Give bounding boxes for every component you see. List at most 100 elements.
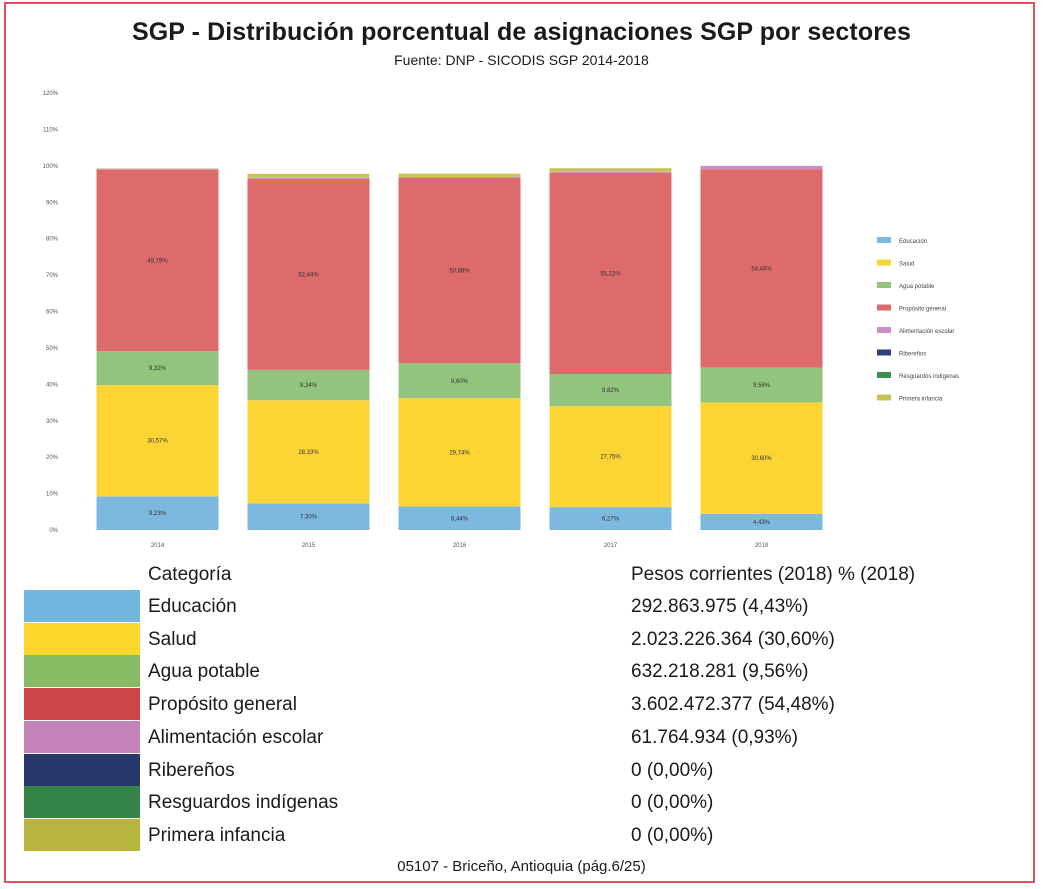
legend-swatch — [877, 282, 891, 288]
data-label: 6,44% — [451, 516, 469, 522]
bar-segment — [700, 165, 823, 170]
bar-segment — [549, 171, 672, 173]
bar-segment — [96, 168, 219, 169]
legend-label: Alimentación escolar — [899, 329, 954, 335]
bar-segment — [96, 169, 219, 352]
category-color-swatch — [24, 688, 140, 721]
category-value: 292.863.975 (4,43%) — [631, 596, 809, 617]
table-row: Ribereños 0 (0,00%) — [0, 753, 1043, 786]
table-header-values: Pesos corrientes (2018) % (2018) — [631, 564, 916, 585]
bar-segment — [398, 398, 521, 507]
table-row: Agua potable 632.218.281 (9,56%) — [0, 655, 1043, 688]
bar-segment — [549, 507, 672, 530]
chart-title: SGP - Distribución porcentual de asignac… — [131, 18, 912, 46]
y-tick-label: 0% — [49, 528, 58, 534]
data-label: 8,82% — [602, 388, 620, 394]
table-row: Salud 2.023.226.364 (30,60%) — [0, 622, 1043, 655]
category-value: 0 (0,00%) — [631, 759, 714, 781]
category-value: 61.764.934 (0,93%) — [631, 726, 798, 748]
category-name: Propósito general — [148, 694, 297, 716]
legend-label: Educación — [899, 239, 927, 245]
bar-segment — [398, 177, 521, 364]
data-label: 54,48% — [751, 266, 772, 272]
data-label: 28,33% — [298, 450, 319, 456]
legend-label: Ribereños — [899, 352, 926, 358]
table-row: Primera infancia 0 (0,00%) — [0, 818, 1043, 851]
bar-segment — [549, 373, 672, 407]
data-label: 4,43% — [753, 520, 771, 526]
data-label: 9,56% — [753, 383, 771, 389]
page-frame — [4, 2, 1035, 883]
category-value: 632.218.281 (9,56%) — [631, 661, 809, 683]
bar-segment — [549, 168, 672, 172]
category-color-swatch — [24, 655, 140, 688]
data-label: 30,60% — [751, 456, 772, 462]
y-tick-label: 110% — [43, 127, 59, 133]
stacked-bar-chart: 0% 10% 20% 30% 40% 50% 60% 70% 80% 90% 100% 110% 120… — [43, 91, 959, 549]
table-header-category: Categoría — [148, 564, 232, 585]
bar-segment — [247, 178, 370, 370]
y-tick-label: 40% — [46, 382, 59, 388]
bar-segment — [247, 173, 370, 178]
legend-label: Primera infancia — [899, 397, 943, 403]
legend-label: Salud — [899, 262, 914, 268]
bar-segment — [549, 406, 672, 508]
table-row: Propósito general 3.602.472.377 (54,48%) — [0, 688, 1043, 721]
x-tick-label: 2015 — [302, 543, 316, 549]
data-label: 50,88% — [449, 269, 470, 275]
data-label: 9,23% — [149, 511, 167, 517]
chart-subtitle: Fuente: DNP - SICODIS SGP 2014-2018 — [394, 52, 649, 68]
y-tick-label: 20% — [46, 455, 59, 461]
category-name: Educación — [148, 596, 237, 617]
legend-label: Resguardos indígenas — [899, 374, 959, 380]
y-tick-label: 50% — [46, 346, 59, 352]
category-value: 0 (0,00%) — [631, 792, 714, 814]
bar-segment — [700, 513, 823, 530]
category-name: Salud — [148, 628, 197, 650]
bar-segment — [549, 172, 672, 374]
bar-segment — [96, 351, 219, 386]
x-tick-label: 2014 — [151, 543, 165, 549]
category-color-swatch — [24, 622, 140, 655]
bar-segment — [700, 402, 823, 514]
x-tick-label: 2016 — [453, 543, 467, 549]
legend-label: Propósito general — [899, 307, 946, 313]
category-name: Resguardos indígenas — [148, 792, 339, 814]
y-tick-label: 100% — [43, 164, 59, 170]
category-color-swatch — [24, 753, 140, 786]
y-tick-label: 60% — [46, 310, 59, 316]
bar-segment — [700, 169, 823, 368]
table-row: Educación 292.863.975 (4,43%) — [0, 590, 1043, 622]
data-label: 7,30% — [300, 515, 318, 521]
legend-swatch — [877, 372, 891, 378]
data-label: 6,27% — [602, 517, 620, 523]
category-name: Ribereños — [148, 759, 235, 781]
category-name: Agua potable — [148, 661, 260, 683]
bar-segment — [247, 503, 370, 530]
table-row: Alimentación escolar 61.764.934 (0,93%) — [0, 720, 1043, 753]
bar-segment — [398, 506, 521, 530]
bar-segment — [398, 173, 521, 177]
category-color-swatch — [24, 818, 140, 851]
y-tick-label: 120% — [43, 91, 59, 97]
legend-swatch — [877, 349, 891, 356]
y-tick-label: 70% — [46, 273, 59, 279]
bar-segment — [398, 363, 521, 399]
bar-segment — [96, 496, 219, 530]
category-color-swatch — [24, 786, 140, 819]
bar-segment — [247, 177, 370, 179]
category-value: 2.023.226.364 (30,60%) — [631, 628, 835, 650]
legend-label: Agua potable — [899, 284, 935, 290]
data-label: 9,60% — [451, 379, 469, 385]
table-row: Resguardos indígenas 0 (0,00%) — [0, 786, 1043, 819]
data-label: 27,75% — [600, 455, 621, 461]
data-label: 29,74% — [449, 450, 470, 456]
category-color-swatch — [24, 590, 140, 622]
category-value: 0 (0,00%) — [631, 824, 714, 846]
legend-swatch — [877, 327, 891, 333]
x-tick-label: 2017 — [604, 543, 618, 549]
category-value: 3.602.472.377 (54,48%) — [631, 694, 835, 716]
bar-segment — [247, 400, 370, 504]
y-tick-label: 10% — [46, 492, 59, 498]
legend-swatch — [877, 259, 891, 266]
